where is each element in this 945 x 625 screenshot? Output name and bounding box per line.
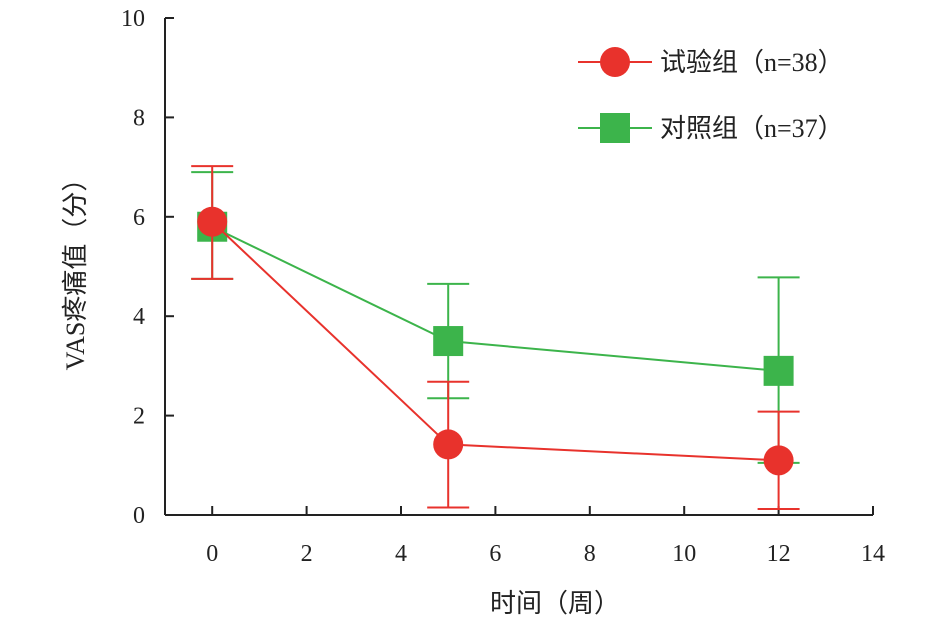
y-tick-label: 6 — [133, 205, 145, 231]
y-ticks: 0 2 4 6 8 10 — [121, 6, 174, 529]
y-axis-label: VAS疼痛值（分） — [61, 166, 90, 371]
legend-entry: 对照组（n=37） — [578, 113, 844, 143]
legend: 试验组（n=38） 对照组（n=37） — [578, 47, 844, 143]
series-layer — [191, 165, 800, 511]
series-line — [211, 221, 779, 462]
series-control — [191, 171, 800, 464]
x-tick-label: 2 — [301, 541, 313, 567]
x-tick-label: 14 — [861, 541, 885, 567]
x-ticks: 0 2 4 6 8 10 12 14 — [206, 506, 885, 567]
x-tick-label: 10 — [672, 541, 696, 567]
y-tick-label: 4 — [133, 304, 145, 330]
y-tick-label: 8 — [133, 105, 145, 131]
series-line — [211, 225, 779, 372]
data-point — [197, 206, 228, 237]
legend-entry: 试验组（n=38） — [578, 47, 844, 77]
series-test — [191, 165, 800, 511]
x-tick-label: 12 — [767, 541, 791, 567]
legend-marker — [600, 113, 630, 143]
x-tick-label: 8 — [584, 541, 596, 567]
data-point — [433, 326, 464, 357]
y-tick-label: 2 — [133, 404, 145, 430]
legend-label: 对照组（n=37） — [660, 114, 844, 143]
x-tick-label: 6 — [489, 541, 501, 567]
legend-marker — [600, 47, 630, 77]
y-tick-label: 10 — [121, 6, 145, 32]
x-tick-label: 0 — [206, 541, 218, 567]
data-point — [763, 355, 794, 386]
y-tick-label: 0 — [133, 503, 145, 529]
data-point — [763, 445, 794, 476]
axes — [164, 18, 873, 516]
legend-label: 试验组（n=38） — [660, 48, 844, 77]
x-tick-label: 4 — [395, 541, 407, 567]
x-axis-label: 时间（周） — [490, 589, 620, 618]
data-point — [433, 429, 464, 460]
